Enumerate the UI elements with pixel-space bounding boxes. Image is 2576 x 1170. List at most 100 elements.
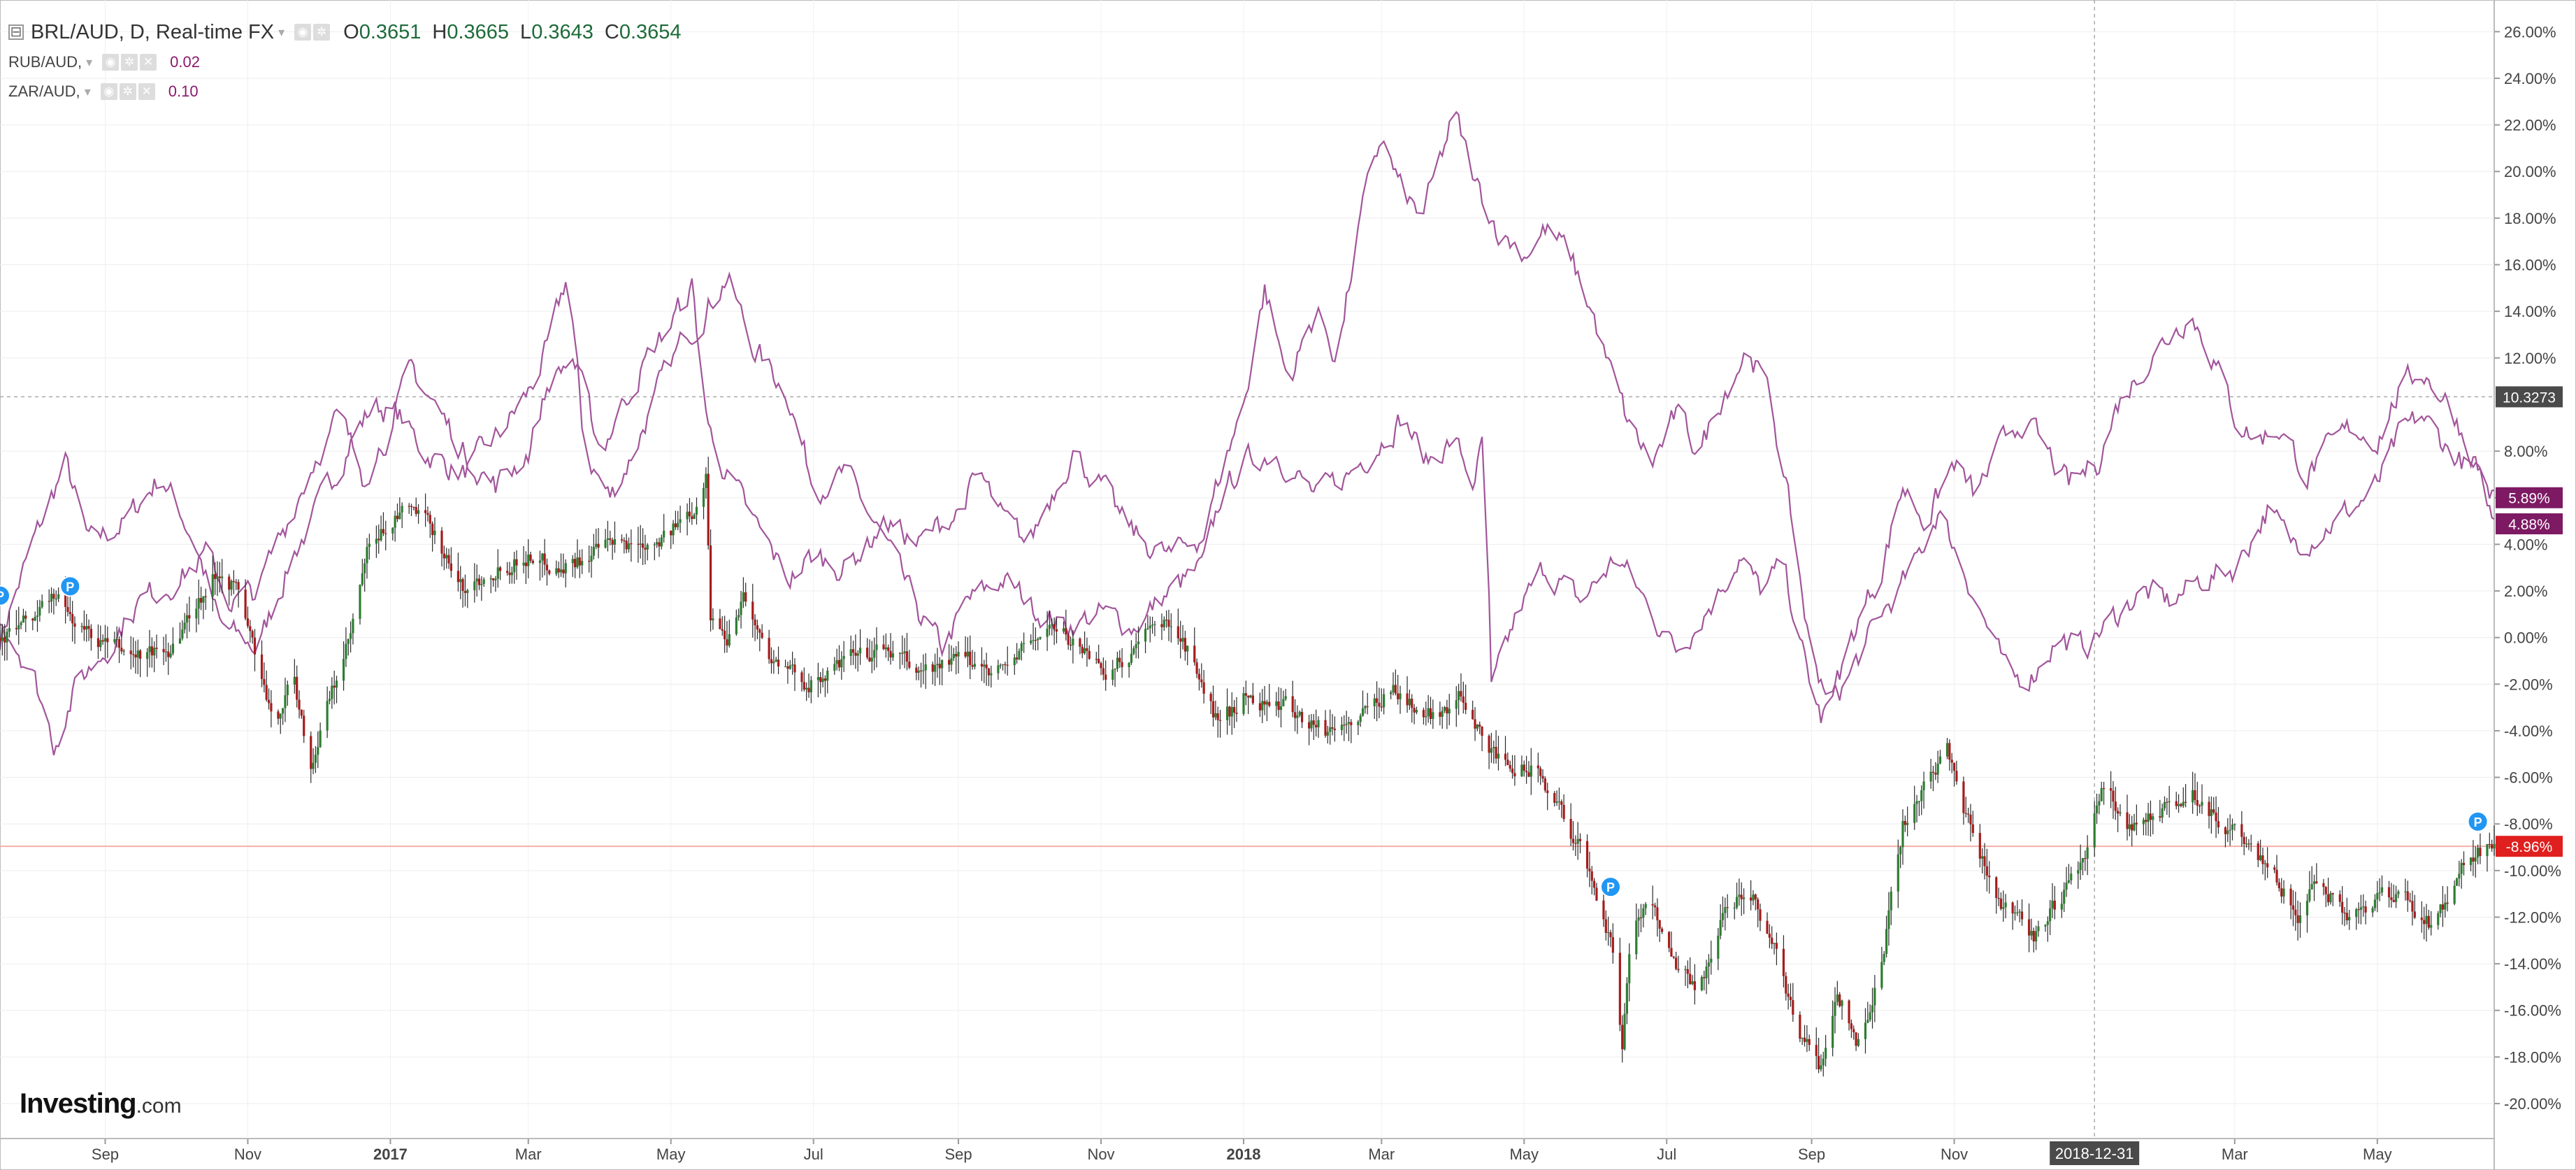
rub-dropdown-icon[interactable]: ▾ [86,55,93,69]
candle-body [924,664,927,671]
zar-symbol-label[interactable]: ZAR/AUD, [8,83,80,100]
candle-body [936,664,939,666]
candle-body [1202,682,1205,694]
candle-body [2437,913,2440,925]
candle-body [2380,887,2384,893]
candle-body [588,561,591,562]
candle-body [506,571,509,573]
candle-body [2095,805,2099,813]
candle-body [1062,628,1065,632]
zar-eye-icon[interactable]: ◉ [100,83,117,100]
candle-body [380,529,382,541]
candle-body [1642,908,1645,918]
candle-body [2079,862,2082,871]
x-tick-label: 2018 [1227,1146,1261,1163]
y-tick-label: 8.00% [2504,443,2547,460]
candle-body [1611,937,1614,953]
candle-body [440,530,443,554]
candle-body [2453,885,2456,904]
candle-body [2163,801,2166,808]
candle-body [2067,880,2071,883]
candle-body [1815,1045,1818,1056]
candle-body [15,628,18,629]
rub-close-icon[interactable]: ✕ [140,54,157,71]
candle-body [2474,857,2477,862]
candle-body [1883,954,1885,962]
eye-icon[interactable]: ◉ [294,24,312,41]
candle-body [1578,839,1582,841]
candle-body [786,666,789,669]
x-tick-label: May [2363,1146,2392,1163]
candle-body [496,567,499,579]
candle-body [475,578,478,582]
candle-body [2152,816,2154,820]
candle-body [875,644,878,650]
candle-body [1525,771,1528,773]
candle-body [2128,824,2131,829]
main-dropdown-icon[interactable]: ▾ [278,24,285,39]
candle-body [251,631,254,638]
main-symbol-label[interactable]: BRL/AUD, D, Real-time FX [31,20,275,43]
candle-body [870,657,873,662]
candle-body [1490,748,1493,753]
candle-body [155,648,158,649]
zar-close-icon[interactable]: ✕ [138,83,155,100]
candle-body [489,578,492,580]
candle-body [491,578,495,580]
candle-body [2032,931,2035,942]
candle-body [2446,902,2449,904]
candle-body [1329,727,1332,732]
candle-body [2159,816,2161,818]
candle-body [1218,720,1222,721]
candle-body [1832,1015,1834,1048]
rub-symbol-label[interactable]: RUB/AUD, [8,53,82,71]
candle-body [835,659,838,664]
rub-eye-icon[interactable]: ◉ [102,54,120,71]
candle-body [1200,679,1203,683]
candle-body [823,678,827,681]
candle-body [139,650,142,659]
candle-body [396,515,399,520]
y-tick-label: 24.00% [2504,70,2556,87]
candle-body [609,538,612,541]
candle-body [1717,935,1720,959]
candle-body [770,659,773,664]
candle-body [2413,911,2416,918]
gear-icon[interactable]: ✲ [313,24,331,41]
candle-body [1999,898,2003,909]
candle-body [185,615,189,623]
candle-body [417,510,420,514]
candle-body [1948,743,1951,760]
rub-gear-icon[interactable]: ✲ [121,54,138,71]
zar-dropdown-icon[interactable]: ▾ [84,84,91,99]
candle-body [2427,915,2430,928]
candle-body [510,572,513,576]
price-tag-crosshair [2496,386,2563,408]
zar-gear-icon[interactable]: ✲ [119,83,136,100]
candle-body [96,638,100,648]
collapse-icon[interactable]: ⊟ [8,24,24,40]
candle-body [188,615,191,619]
candle-body [1675,957,1678,969]
candle-body [1118,657,1121,662]
candle-body [1740,894,1743,899]
x-tick-label: Nov [234,1146,261,1163]
logo-main-text: Investing [20,1088,137,1119]
candle-body [1817,1055,1820,1069]
candle-body [1710,958,1713,963]
candle-body [319,730,322,748]
candle-body [1595,887,1598,901]
candle-body [837,659,841,668]
candle-body [2259,855,2262,860]
candle-body [1291,696,1294,713]
candle-body [2112,790,2115,802]
candle-body [1,637,3,641]
candle-body [2378,892,2381,894]
candle-body [221,576,224,578]
candle-body [606,538,610,540]
candle-body [2444,902,2447,910]
candle-body [660,537,663,547]
candle-body [1331,727,1334,729]
candle-body [333,685,336,688]
